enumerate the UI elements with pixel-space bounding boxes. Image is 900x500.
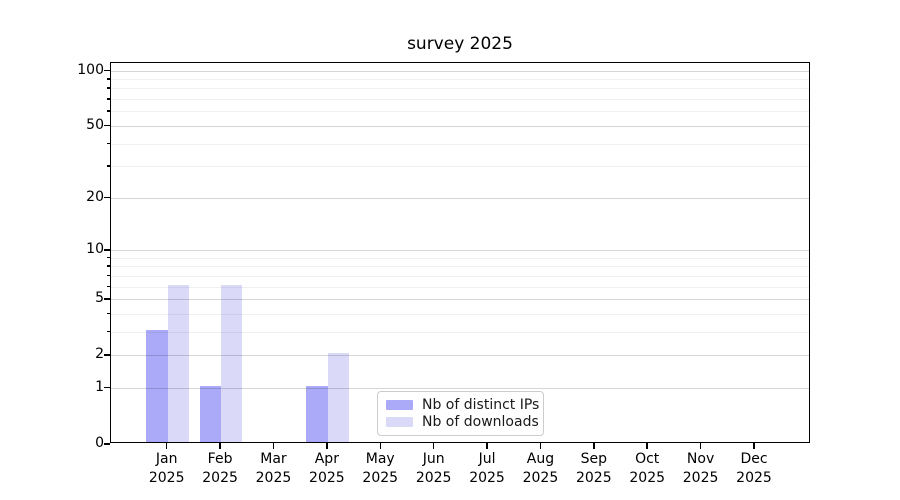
gridline-y-60 xyxy=(111,111,809,113)
x-axis-label-dec: Dec 2025 xyxy=(736,451,772,486)
y-axis-minor-tick-4 xyxy=(106,312,110,315)
x-axis-label-mar: Mar 2025 xyxy=(255,451,292,486)
x-axis-label-nov: Nov 2025 xyxy=(682,451,719,486)
x-axis-tick-nov xyxy=(699,443,702,449)
bar-apr-series1 xyxy=(327,353,350,442)
gridline-y-10 xyxy=(111,250,809,251)
bar-jan-series0 xyxy=(146,329,168,442)
gridline-y-50 xyxy=(111,125,809,127)
gridline-y-40 xyxy=(111,143,809,145)
x-axis-label-sep: Sep 2025 xyxy=(575,451,612,486)
y-axis-minor-tick-9 xyxy=(106,256,110,259)
x-axis-label-jul: Jul 2025 xyxy=(469,451,505,486)
legend-item-1: Nb of downloads xyxy=(386,414,539,430)
gridline-y-4 xyxy=(111,313,809,315)
gridline-y-5 xyxy=(111,299,809,301)
gridline-y-9 xyxy=(111,257,809,259)
x-axis-tick-jun xyxy=(432,443,435,449)
gridline-y-100 xyxy=(111,70,809,72)
y-axis-minor-tick-40 xyxy=(106,142,110,145)
x-axis-label-feb: Feb 2025 xyxy=(202,451,238,486)
plot-area xyxy=(110,62,810,443)
x-axis-tick-feb xyxy=(219,443,221,449)
bar-apr-series0 xyxy=(306,385,328,442)
y-axis-tick-1 xyxy=(103,386,110,389)
y-axis-minor-tick-30 xyxy=(106,165,110,167)
gridline-y-6 xyxy=(111,286,809,288)
y-axis-label-2: 2 xyxy=(95,346,104,363)
y-axis-label-5: 5 xyxy=(95,290,104,307)
chart-title: survey 2025 xyxy=(407,34,513,54)
y-axis-minor-tick-8 xyxy=(106,265,110,267)
x-axis-tick-jul xyxy=(486,443,488,449)
gridline-y-3 xyxy=(111,331,809,333)
x-axis-label-aug: Aug 2025 xyxy=(522,451,559,486)
x-axis-tick-jan xyxy=(165,443,168,449)
y-axis-label-50: 50 xyxy=(86,116,104,133)
y-axis-minor-tick-6 xyxy=(106,285,110,288)
gridline-y-20 xyxy=(111,197,809,199)
y-axis-label-100: 100 xyxy=(77,61,104,78)
y-axis-minor-tick-90 xyxy=(106,78,110,80)
gridline-y-7 xyxy=(111,275,809,277)
legend-swatch-icon xyxy=(386,399,413,410)
x-axis-tick-may xyxy=(379,443,381,449)
y-axis-label-20: 20 xyxy=(86,188,104,205)
legend-label: Nb of downloads xyxy=(422,414,539,431)
gridline-y-2 xyxy=(111,355,809,357)
y-axis-minor-tick-3 xyxy=(106,330,110,333)
y-axis-tick-0 xyxy=(103,443,110,445)
y-axis-tick-50 xyxy=(103,124,110,127)
x-axis-label-jun: Jun 2025 xyxy=(415,451,452,486)
bar-jan-series1 xyxy=(167,284,190,442)
bar-feb-series0 xyxy=(199,385,222,442)
y-axis-tick-5 xyxy=(103,298,110,300)
y-axis-label-1: 1 xyxy=(95,378,104,395)
x-axis-tick-apr xyxy=(326,443,328,449)
y-axis-tick-100 xyxy=(103,69,110,72)
y-axis-label-0: 0 xyxy=(95,435,104,451)
y-axis-label-10: 10 xyxy=(86,241,104,257)
gridline-y-90 xyxy=(111,79,809,81)
y-axis-minor-tick-7 xyxy=(106,274,110,277)
legend-label: Nb of distinct IPs xyxy=(422,396,540,413)
legend-swatch-icon xyxy=(386,417,413,428)
gridline-y-8 xyxy=(111,266,809,268)
bar-feb-series1 xyxy=(221,284,243,442)
x-axis-label-jan: Jan 2025 xyxy=(148,451,185,486)
x-axis-tick-aug xyxy=(539,443,542,449)
gridline-y-30 xyxy=(111,166,809,168)
x-axis-label-apr: Apr 2025 xyxy=(309,451,345,486)
x-axis-label-may: May 2025 xyxy=(362,451,399,486)
y-axis-minor-tick-80 xyxy=(106,87,110,89)
y-axis-tick-20 xyxy=(103,196,110,199)
x-axis-tick-oct xyxy=(646,443,648,449)
y-axis-tick-2 xyxy=(103,354,110,356)
y-axis-minor-tick-70 xyxy=(106,98,110,100)
x-axis-tick-sep xyxy=(593,443,595,449)
gridline-y-80 xyxy=(111,88,809,90)
y-axis-minor-tick-60 xyxy=(106,110,110,112)
x-axis-label-oct: Oct 2025 xyxy=(629,451,666,486)
y-axis-tick-10 xyxy=(103,249,110,251)
x-axis-tick-mar xyxy=(272,443,275,449)
chart-legend: Nb of distinct IPs Nb of downloads xyxy=(377,391,544,436)
x-axis-tick-dec xyxy=(753,443,755,449)
gridline-y-70 xyxy=(111,99,809,101)
legend-item-0: Nb of distinct IPs xyxy=(386,397,539,413)
